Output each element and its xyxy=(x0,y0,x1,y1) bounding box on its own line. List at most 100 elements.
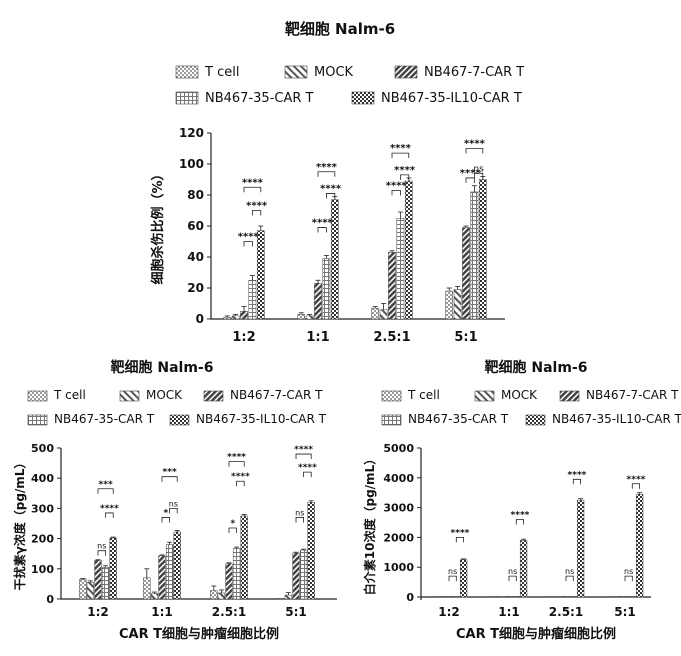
bar-bottom-left-s2-c3 xyxy=(292,552,300,600)
significance-label: **** xyxy=(246,201,268,212)
significance-bracket xyxy=(236,480,245,487)
bar-bottom-right-s4-c1 xyxy=(519,540,528,598)
legend-swatch-slash xyxy=(394,65,418,79)
legend-swatch-dots xyxy=(175,65,199,79)
bar-bottom-right-s3-c1 xyxy=(512,596,520,598)
significance-bracket xyxy=(515,519,524,525)
bar-bottom-left-s2-c2 xyxy=(225,563,233,600)
bar-bottom-right-s4-c0 xyxy=(459,559,468,598)
bar-top-s4-c3 xyxy=(478,179,487,320)
significance-bracket xyxy=(624,575,633,582)
significance-bracket xyxy=(161,517,171,523)
legend-label: MOCK xyxy=(146,388,183,402)
legend-swatch-checker xyxy=(169,414,190,426)
bar-bottom-left-s0-c1 xyxy=(143,577,151,600)
legend-swatch-slash xyxy=(559,390,580,402)
significance-label: **** xyxy=(294,445,313,455)
legend-label: T cell xyxy=(407,388,440,402)
y-tick-label: 200 xyxy=(31,533,54,546)
significance-label: ns xyxy=(624,567,633,576)
y-tick-label: 1000 xyxy=(383,561,414,574)
significance-bracket xyxy=(243,241,253,247)
significance-label: ns xyxy=(448,567,457,576)
y-tick-label: 3000 xyxy=(383,502,414,515)
chart-title: 靶细胞 Nalm-6 xyxy=(285,20,395,38)
significance-bracket xyxy=(97,488,114,494)
legend-swatch-dots xyxy=(27,390,48,402)
bar-bottom-left-s1-c3 xyxy=(284,594,293,600)
y-tick-label: 2000 xyxy=(383,531,414,544)
significance-label: ns xyxy=(295,508,304,517)
legend-swatch-checker xyxy=(351,91,375,105)
significance-label: **** xyxy=(451,528,470,538)
significance-bracket xyxy=(317,171,336,177)
significance-label: **** xyxy=(312,218,334,229)
legend-swatch-grid xyxy=(27,414,48,426)
significance-bracket xyxy=(572,478,581,485)
x-tick-label: 1:1 xyxy=(306,330,329,345)
legend-label: NB467-7-CAR T xyxy=(586,388,679,402)
bar-top-s2-c0 xyxy=(240,311,248,320)
y-tick-label: 0 xyxy=(406,591,414,604)
x-axis-label: CAR T细胞与肿瘤细胞比例 xyxy=(119,626,279,642)
significance-bracket xyxy=(465,177,475,183)
chart-bottom-right: 靶细胞 Nalm-6 T cell MOCK NB467-7-CAR T NB467-3… xyxy=(362,359,681,642)
legend-swatch-dots xyxy=(381,390,402,402)
significance-label: **** xyxy=(231,472,250,482)
bar-bottom-right-s2-c0 xyxy=(445,596,453,598)
legend-label: NB467-7-CAR T xyxy=(424,65,524,80)
significance-label: * xyxy=(163,508,168,518)
chart-title: 靶细胞 Nalm-6 xyxy=(485,359,588,376)
significance-label: **** xyxy=(242,177,264,188)
bar-bottom-right-s2-c2 xyxy=(562,596,570,598)
bar-top-s3-c0 xyxy=(248,280,257,320)
bar-bottom-right-s1-c2 xyxy=(555,596,563,598)
bar-bottom-right-s3-c2 xyxy=(569,596,577,598)
significance-label: **** xyxy=(627,475,646,485)
significance-bracket xyxy=(295,453,312,460)
bar-bottom-right-s4-c2 xyxy=(576,499,585,598)
legend-swatch-backslash xyxy=(284,65,308,79)
chart-title: 靶细胞 Nalm-6 xyxy=(111,359,214,376)
chart-top: 靶细胞 Nalm-6 T cell MOCK NB467-7-CAR T NB467-3… xyxy=(150,20,524,345)
significance-bracket xyxy=(508,575,517,582)
x-tick-label: 2.5:1 xyxy=(549,605,583,619)
significance-label: ns xyxy=(473,164,484,174)
x-tick-label: 1:1 xyxy=(498,605,520,619)
bar-top-s0-c1 xyxy=(297,314,306,320)
significance-label: ns xyxy=(169,499,178,508)
x-tick-label: 2.5:1 xyxy=(373,330,410,345)
axes: 0 20 40 60 80 100 120 xyxy=(179,126,505,326)
significance-label: **** xyxy=(316,162,338,173)
significance-annotations: **** **** **** **** **** **** **** **** **** ****… xyxy=(238,139,486,247)
y-tick-label: 80 xyxy=(187,188,204,202)
y-axis-label: 干扰素γ浓度（pg/mL） xyxy=(12,457,27,591)
significance-bracket xyxy=(161,476,178,482)
legend-label: T cell xyxy=(53,388,86,402)
bar-top-s0-c0 xyxy=(223,317,232,320)
significance-label: **** xyxy=(238,232,260,243)
legend-label: NB467-35-IL10-CAR T xyxy=(552,412,681,426)
significance-bracket xyxy=(391,189,401,196)
x-tick-label: 5:1 xyxy=(285,605,307,619)
legend-label: MOCK xyxy=(314,65,354,80)
bars xyxy=(79,500,315,600)
bars xyxy=(430,492,644,598)
x-tick-label: 5:1 xyxy=(454,330,477,345)
bar-bottom-left-s0-c2 xyxy=(210,590,218,600)
x-tick-label: 2.5:1 xyxy=(212,605,246,619)
legend-label: NB467-35-IL10-CAR T xyxy=(381,91,522,106)
significance-label: **** xyxy=(464,139,486,150)
legend-swatch-slash xyxy=(203,390,224,402)
legend-swatch-grid xyxy=(175,91,199,105)
y-tick-label: 60 xyxy=(187,219,204,233)
legend-label: NB467-7-CAR T xyxy=(230,388,323,402)
y-axis-label: 白介素10浓度（pg/mL） xyxy=(362,453,377,595)
bar-bottom-right-s1-c1 xyxy=(498,596,506,598)
bar-bottom-left-s0-c0 xyxy=(79,579,87,600)
bar-top-s1-c1 xyxy=(305,315,314,320)
y-tick-label: 500 xyxy=(31,442,54,455)
significance-bracket xyxy=(391,152,410,159)
legend: T cell MOCK NB467-7-CAR T NB467-35-CAR T NB4… xyxy=(381,388,681,426)
significance-label: ns xyxy=(508,567,517,576)
